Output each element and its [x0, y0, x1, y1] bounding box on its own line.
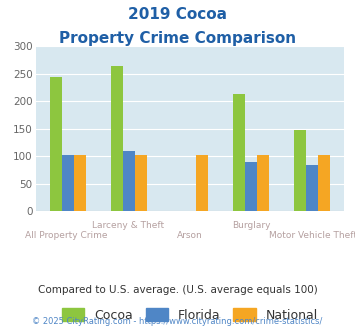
Bar	[74, 155, 86, 211]
Bar	[306, 165, 318, 211]
Bar	[233, 94, 245, 211]
Bar	[245, 162, 257, 211]
Bar	[135, 155, 147, 211]
Bar	[318, 154, 330, 211]
Bar	[196, 155, 208, 211]
Text: Compared to U.S. average. (U.S. average equals 100): Compared to U.S. average. (U.S. average …	[38, 285, 317, 295]
Text: Property Crime Comparison: Property Crime Comparison	[59, 31, 296, 46]
Bar	[50, 77, 62, 211]
Bar	[62, 154, 74, 211]
Legend: Cocoa, Florida, National: Cocoa, Florida, National	[57, 303, 323, 327]
Text: Motor Vehicle Theft: Motor Vehicle Theft	[269, 231, 355, 240]
Text: 2019 Cocoa: 2019 Cocoa	[128, 7, 227, 21]
Text: Arson: Arson	[177, 231, 203, 240]
Bar	[110, 66, 123, 211]
Text: © 2025 CityRating.com - https://www.cityrating.com/crime-statistics/: © 2025 CityRating.com - https://www.city…	[32, 317, 323, 326]
Bar	[257, 154, 269, 211]
Bar	[123, 151, 135, 211]
Text: All Property Crime: All Property Crime	[25, 231, 108, 240]
Text: Burglary: Burglary	[233, 221, 271, 230]
Bar	[294, 130, 306, 211]
Text: Larceny & Theft: Larceny & Theft	[92, 221, 164, 230]
